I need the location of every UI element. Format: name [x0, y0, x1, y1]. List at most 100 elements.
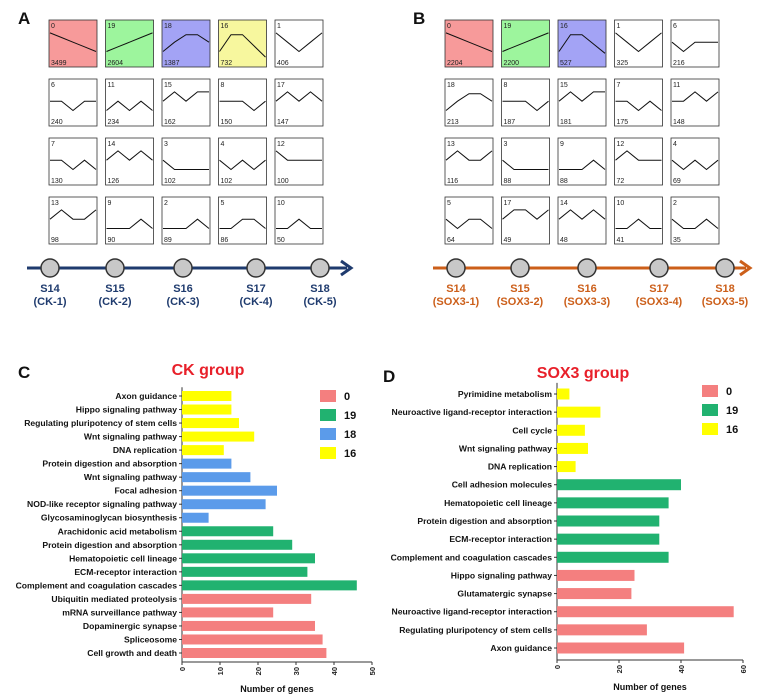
cluster-box — [670, 78, 720, 127]
cluster-count: 90 — [108, 237, 116, 244]
cluster-count: 216 — [673, 60, 685, 67]
bar-chart-ck-group: Axon guidance Hippo signaling pathway Regu… — [16, 387, 377, 694]
bar — [557, 406, 601, 418]
cluster-id: 3 — [164, 141, 168, 148]
cluster-box — [557, 19, 607, 68]
legend-swatch — [320, 447, 336, 459]
cluster-cell: 8 150 — [218, 78, 267, 127]
category-label: Neuroactive ligand-receptor interaction — [392, 607, 552, 617]
profile-grid-ck: 0349919260418138716732140662401123415162… — [48, 19, 324, 245]
profile-line — [445, 93, 493, 111]
cluster-box — [614, 137, 663, 186]
profile-line — [50, 159, 97, 171]
timeline-stage-label: S18 — [715, 283, 735, 295]
panel-label-c: C — [18, 363, 30, 382]
cluster-box — [218, 19, 267, 68]
cluster-box — [48, 137, 98, 186]
bar — [557, 442, 588, 454]
timeline-sample-label: (SOX3-3) — [564, 296, 611, 308]
cluster-id: 10 — [277, 200, 285, 207]
legend-label: 18 — [344, 429, 356, 441]
cluster-id: 9 — [560, 141, 564, 148]
bar — [182, 404, 232, 415]
cluster-count: 732 — [221, 60, 233, 67]
profile-line — [615, 218, 662, 229]
cluster-box — [670, 137, 720, 186]
cluster-box — [557, 137, 607, 186]
cluster-id: 4 — [673, 141, 677, 148]
cluster-count: 175 — [617, 119, 629, 126]
cluster-cell: 1 406 — [274, 19, 324, 68]
category-label: Hippo signaling pathway — [76, 405, 177, 415]
cluster-box — [161, 19, 211, 68]
bar — [557, 642, 685, 654]
x-tick-label: 10 — [216, 667, 225, 675]
cluster-box — [670, 19, 720, 68]
chart-title-d: SOX3 group — [537, 365, 630, 382]
cluster-box — [274, 78, 324, 127]
cluster-id: 12 — [277, 141, 285, 148]
category-label: DNA replication — [488, 462, 552, 472]
profile-line — [445, 218, 493, 230]
cluster-id: 1 — [617, 23, 621, 30]
cluster-id: 8 — [504, 82, 508, 89]
cluster-id: 8 — [221, 82, 225, 89]
timeline-arrow — [340, 259, 354, 277]
profile-line — [276, 218, 322, 229]
profile-line — [559, 159, 606, 170]
bar — [182, 485, 277, 496]
bar — [182, 634, 323, 645]
cluster-cell: 16 527 — [557, 19, 607, 68]
cluster-id: 11 — [108, 82, 115, 89]
category-label: Regulating pluripotency of stem cells — [24, 418, 177, 428]
category-label: NOD-like receptor signaling pathway — [27, 499, 177, 509]
cluster-id: 0 — [447, 23, 451, 30]
cluster-cell: 8 187 — [501, 78, 550, 127]
legend-label: 16 — [344, 448, 356, 460]
bar — [182, 553, 315, 564]
timeline-stage-label: S18 — [310, 283, 330, 295]
cluster-cell: 19 2604 — [105, 19, 154, 68]
profile-line — [49, 32, 97, 52]
timeline-stage-label: S17 — [649, 283, 669, 295]
timeline-node — [715, 258, 735, 278]
category-label: Wnt signaling pathway — [459, 443, 552, 453]
cluster-count: 527 — [560, 60, 572, 67]
category-label: Hematopoietic cell lineage — [69, 553, 177, 563]
cluster-cell: 18 213 — [444, 78, 494, 127]
cluster-cell: 3 102 — [161, 137, 211, 186]
profile-line — [106, 32, 153, 52]
cluster-cell: 13 98 — [48, 196, 98, 245]
timeline-stage-label: S15 — [510, 283, 530, 295]
timeline-node — [577, 258, 597, 278]
profile-line — [219, 100, 266, 112]
profile-line — [219, 159, 266, 171]
cluster-box — [614, 196, 663, 245]
timeline-sample-label: (SOX3-1) — [433, 296, 480, 308]
cluster-cell: 12 100 — [274, 137, 324, 186]
cluster-cell: 4 69 — [670, 137, 720, 186]
bar — [182, 580, 357, 591]
cluster-count: 213 — [447, 119, 459, 126]
category-label: Protein digestion and absorption — [42, 459, 177, 469]
bar — [182, 445, 224, 456]
profile-line — [671, 218, 719, 229]
cluster-id: 13 — [447, 141, 455, 148]
timeline-sample-label: (CK-5) — [304, 296, 337, 308]
cluster-box — [444, 137, 494, 186]
cluster-cell: 14 126 — [105, 137, 154, 186]
cluster-count: 69 — [673, 178, 681, 185]
cluster-id: 3 — [504, 141, 508, 148]
cluster-box — [218, 196, 267, 245]
timeline-stage-label: S16 — [577, 283, 597, 295]
cluster-id: 15 — [164, 82, 172, 89]
timeline-node — [173, 258, 193, 278]
cluster-box — [501, 137, 550, 186]
cluster-box — [105, 137, 154, 186]
cluster-box — [670, 196, 720, 245]
cluster-cell: 5 86 — [218, 196, 267, 245]
category-label: Ubiquitin mediated proteolysis — [51, 594, 177, 604]
category-label: Hippo signaling pathway — [451, 570, 552, 580]
cluster-count: 35 — [673, 237, 681, 244]
cluster-box — [274, 196, 324, 245]
